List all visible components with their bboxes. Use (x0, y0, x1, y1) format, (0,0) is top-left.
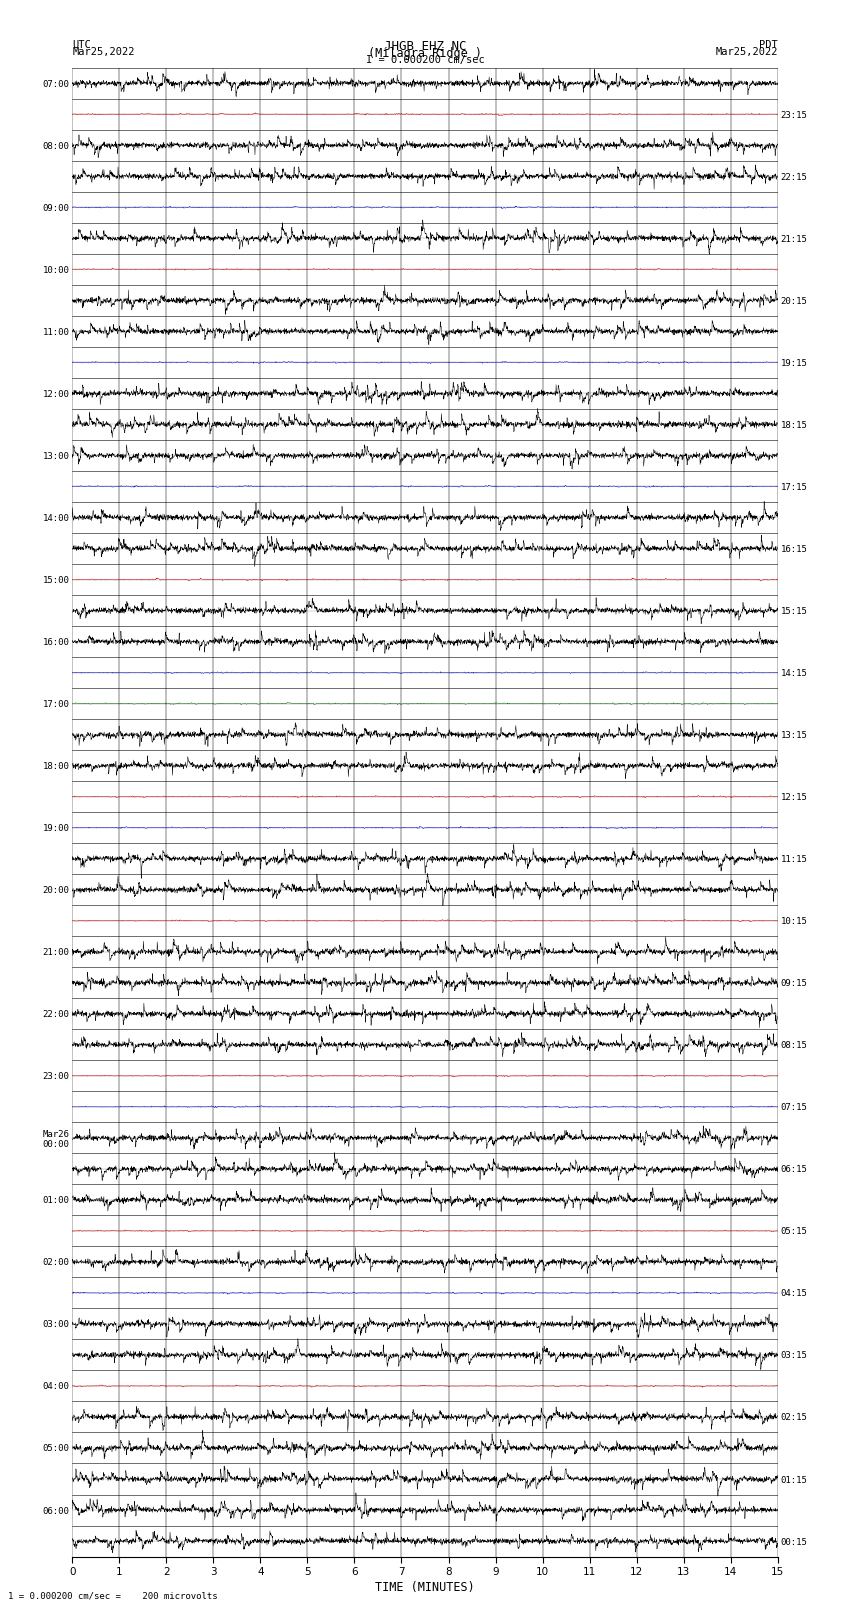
Text: Mar25,2022: Mar25,2022 (715, 47, 778, 56)
Text: UTC: UTC (72, 39, 91, 50)
Text: (Milagra Ridge ): (Milagra Ridge ) (368, 47, 482, 60)
Text: JHGB EHZ NC: JHGB EHZ NC (383, 39, 467, 53)
Text: PDT: PDT (759, 39, 778, 50)
Text: Mar25,2022: Mar25,2022 (72, 47, 135, 56)
X-axis label: TIME (MINUTES): TIME (MINUTES) (375, 1581, 475, 1594)
Text: 1 = 0.000200 cm/sec =    200 microvolts: 1 = 0.000200 cm/sec = 200 microvolts (8, 1590, 218, 1600)
Text: I = 0.000200 cm/sec: I = 0.000200 cm/sec (366, 55, 484, 65)
